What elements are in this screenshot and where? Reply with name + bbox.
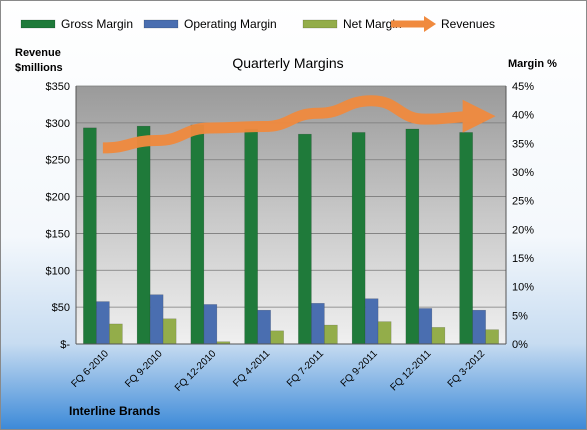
right-tick-label: 40% <box>512 110 534 122</box>
left-tick-label: $50 <box>52 302 70 314</box>
net-margin-bar <box>324 324 338 345</box>
operating-margin-bar <box>149 294 164 345</box>
gross-margin-bar <box>459 132 473 345</box>
right-tick-label: 10% <box>512 282 534 294</box>
operating-margin-bar <box>311 303 325 345</box>
left-tick-label: $350 <box>46 81 70 93</box>
legend: Gross Margin Operating Margin Net Margin Re… <box>20 16 495 32</box>
operating-margin-bar <box>257 309 271 345</box>
gross-margin-bar <box>298 133 312 345</box>
right-tick-label: 30% <box>512 167 534 179</box>
revenue-line <box>102 95 496 154</box>
revenues-legend-label: Revenues <box>441 17 495 31</box>
left-tick-label: $250 <box>46 155 70 167</box>
chart-title: Quarterly Margins <box>232 55 343 71</box>
net-margin-bar <box>377 321 392 345</box>
gross-margin-bar <box>190 124 205 345</box>
gross-margin-bar <box>136 125 151 345</box>
net-margin-bar <box>485 329 499 345</box>
net-margin-legend-label: Net Margin <box>343 17 402 31</box>
gross-margin-bar <box>405 128 420 345</box>
operating-margin-legend-swatch <box>143 19 179 29</box>
right-tick-label: 20% <box>512 224 534 236</box>
bars <box>83 124 499 345</box>
gross-margin-bar <box>244 128 258 345</box>
operating-margin-bar <box>203 304 218 345</box>
gross-margin-legend-swatch <box>20 19 56 29</box>
revenues-line <box>102 95 496 154</box>
net-margin-bar <box>270 330 284 345</box>
net-margin-legend-swatch <box>302 19 338 29</box>
operating-margin-bar <box>418 308 433 345</box>
right-tick-label: 5% <box>512 310 528 322</box>
left-axis-title-line2: $millions <box>15 62 63 74</box>
gross-margin-bar <box>83 127 97 345</box>
left-tick-label: $300 <box>46 118 70 130</box>
gross-margin-bar <box>351 132 366 345</box>
left-tick-label: $- <box>60 339 70 351</box>
right-tick-label: 35% <box>512 138 534 150</box>
net-margin-bar <box>109 323 123 345</box>
left-tick-label: $200 <box>46 192 70 204</box>
right-tick-label: 0% <box>512 339 528 351</box>
company-label: Interline Brands <box>69 404 161 418</box>
revenues-legend-arrow <box>424 16 436 32</box>
right-axis-title: Margin % <box>508 58 557 70</box>
net-margin-bar <box>431 327 446 345</box>
operating-margin-bar <box>96 301 110 345</box>
operating-margin-legend-label: Operating Margin <box>184 17 277 31</box>
left-axis-title-line1: Revenue <box>15 47 61 59</box>
operating-margin-bar <box>364 298 379 345</box>
gross-margin-legend-label: Gross Margin <box>61 17 133 31</box>
operating-margin-bar <box>472 309 486 345</box>
right-tick-label: 15% <box>512 253 534 265</box>
left-tick-label: $100 <box>46 265 70 277</box>
left-tick-label: $150 <box>46 228 70 240</box>
net-margin-bar <box>162 318 177 345</box>
right-tick-label: 45% <box>512 81 534 93</box>
right-tick-label: 25% <box>512 196 534 208</box>
